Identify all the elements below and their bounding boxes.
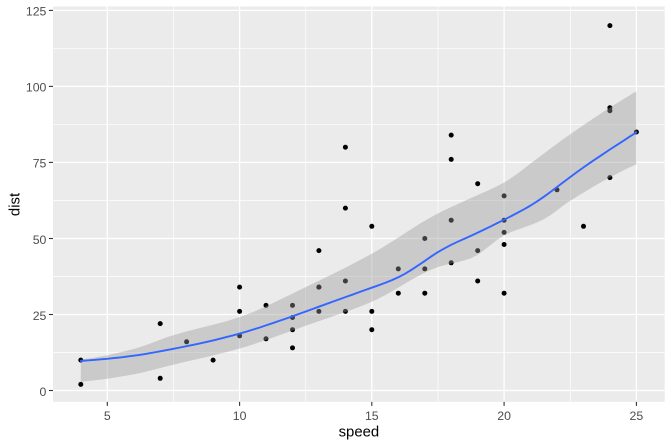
svg-text:15: 15 xyxy=(365,409,379,423)
svg-text:0: 0 xyxy=(40,385,47,399)
svg-text:100: 100 xyxy=(26,81,47,95)
svg-text:5: 5 xyxy=(104,409,111,423)
svg-text:125: 125 xyxy=(26,5,47,19)
svg-text:10: 10 xyxy=(233,409,247,423)
svg-text:25: 25 xyxy=(630,409,644,423)
svg-text:25: 25 xyxy=(33,309,47,323)
svg-text:20: 20 xyxy=(497,409,511,423)
svg-text:75: 75 xyxy=(33,157,47,171)
svg-text:50: 50 xyxy=(33,233,47,247)
svg-text:speed: speed xyxy=(339,424,380,440)
svg-text:dist: dist xyxy=(7,192,23,216)
